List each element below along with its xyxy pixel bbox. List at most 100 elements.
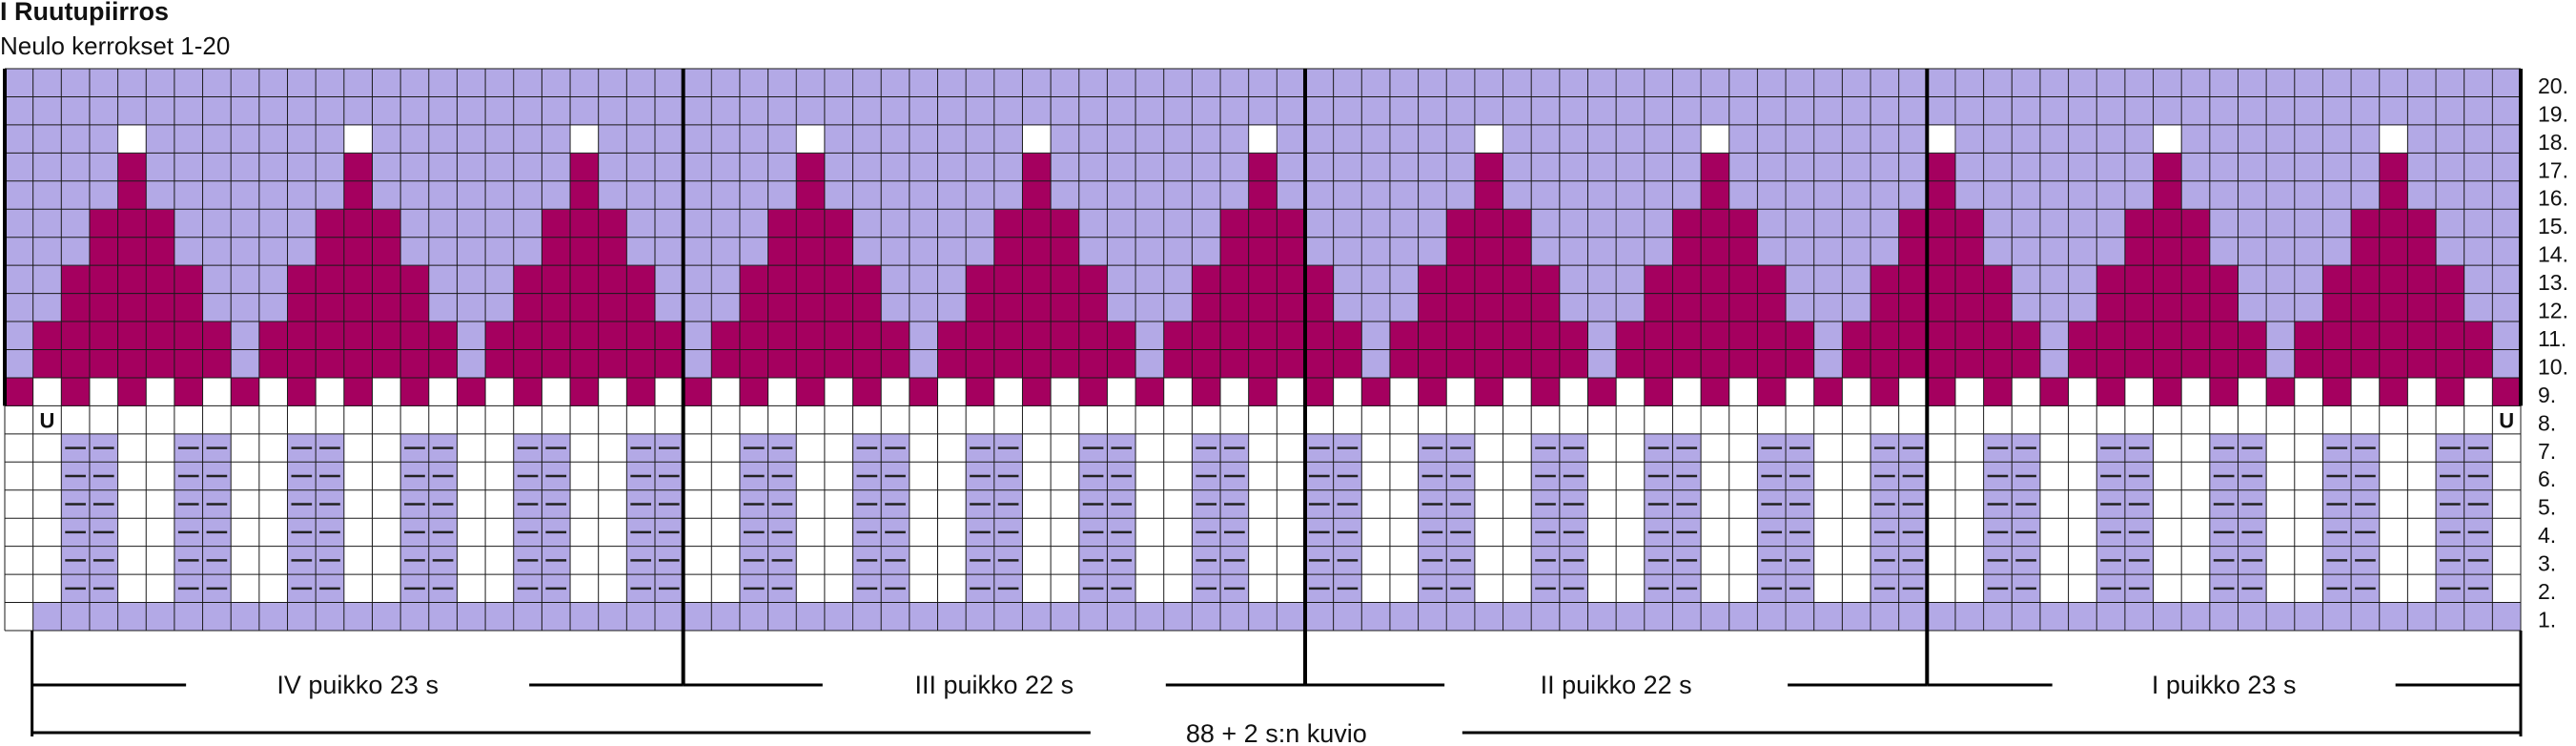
chart-cell bbox=[316, 124, 345, 154]
chart-cell bbox=[1842, 237, 1871, 266]
row-label: 11. bbox=[2538, 326, 2566, 351]
chart-cell bbox=[1192, 209, 1221, 238]
chart-cell bbox=[683, 405, 712, 435]
chart-cell bbox=[2153, 180, 2182, 210]
chart-cell bbox=[993, 293, 1023, 322]
chart-cell bbox=[1728, 321, 1758, 350]
chart-cell bbox=[1446, 293, 1476, 322]
chart-cell bbox=[993, 96, 1023, 126]
chart-cell bbox=[1954, 602, 1985, 632]
chart-cell bbox=[1644, 153, 1673, 182]
chart-cell bbox=[513, 265, 542, 295]
chart-cell bbox=[2153, 69, 2182, 97]
chart-cell bbox=[1559, 69, 1588, 97]
chart-cell bbox=[1503, 321, 1532, 350]
chart-cell bbox=[1220, 602, 1250, 632]
chart-cell bbox=[1644, 349, 1673, 379]
chart-cell bbox=[287, 349, 317, 379]
chart-cell bbox=[2039, 293, 2070, 322]
chart-cell bbox=[1333, 180, 1362, 210]
chart-cell bbox=[1304, 96, 1335, 126]
chart-cell bbox=[937, 518, 967, 548]
chart-cell bbox=[1078, 96, 1108, 126]
chart-cell bbox=[1672, 265, 1702, 295]
chart-cell bbox=[2294, 209, 2323, 238]
chart-cell bbox=[428, 265, 458, 295]
chart-cell bbox=[1446, 602, 1476, 632]
chart-cell bbox=[993, 321, 1023, 350]
chart-cell bbox=[485, 546, 515, 575]
chart-cell bbox=[343, 489, 373, 519]
chart-cell bbox=[542, 377, 571, 406]
chart-cell bbox=[2379, 209, 2408, 238]
chart-cell bbox=[796, 180, 826, 210]
chart-cell bbox=[428, 405, 458, 435]
chart-cell bbox=[1220, 237, 1250, 266]
chart-cell bbox=[654, 209, 685, 238]
chart-cell bbox=[654, 377, 685, 406]
chart-cell bbox=[626, 321, 656, 350]
chart-cell bbox=[909, 489, 939, 519]
chart-cell bbox=[2181, 433, 2211, 463]
chart-cell bbox=[2294, 546, 2323, 575]
chart-cell bbox=[5, 124, 34, 154]
chart-cell bbox=[1842, 321, 1871, 350]
chart-cell bbox=[231, 489, 260, 519]
chart-cell bbox=[711, 237, 741, 266]
chart-cell bbox=[231, 518, 260, 548]
chart-cell bbox=[796, 574, 826, 604]
chart-cell bbox=[1672, 377, 1702, 406]
chart-cell bbox=[739, 124, 769, 154]
chart-cell bbox=[2012, 349, 2041, 379]
chart-cell bbox=[231, 96, 260, 126]
chart-cell bbox=[767, 602, 797, 632]
chart-cell bbox=[117, 377, 147, 406]
chart-cell bbox=[428, 180, 458, 210]
chart-cell bbox=[2012, 602, 2041, 632]
chart-cell bbox=[2464, 153, 2493, 182]
chart-cell bbox=[824, 153, 854, 182]
chart-cell bbox=[1220, 124, 1250, 154]
chart-cell bbox=[1983, 153, 2013, 182]
chart-cell bbox=[881, 377, 910, 406]
chart-cell bbox=[1248, 321, 1278, 350]
chart-cell bbox=[1107, 69, 1136, 97]
chart-cell bbox=[202, 377, 232, 406]
chart-cell bbox=[1954, 377, 1985, 406]
chart-cell bbox=[570, 546, 600, 575]
chart-cell bbox=[1644, 237, 1673, 266]
chart-cell bbox=[1135, 180, 1165, 210]
chart-cell bbox=[2209, 602, 2239, 632]
chart-cell bbox=[626, 349, 656, 379]
chart-cell bbox=[2464, 321, 2493, 350]
chart-cell bbox=[1728, 433, 1758, 463]
chart-cell bbox=[2153, 433, 2182, 463]
chart-cell bbox=[711, 96, 741, 126]
chart-cell bbox=[1757, 293, 1787, 322]
chart-cell bbox=[1107, 321, 1136, 350]
chart-cell bbox=[1842, 462, 1871, 491]
chart-cell bbox=[683, 124, 712, 154]
chart-cell bbox=[1813, 574, 1843, 604]
chart-cell bbox=[796, 293, 826, 322]
chart-cell bbox=[1728, 405, 1758, 435]
chart-cell bbox=[909, 462, 939, 491]
chart-cell bbox=[598, 321, 627, 350]
chart-cell bbox=[1022, 321, 1052, 350]
chart-cell bbox=[400, 96, 430, 126]
chart-cell bbox=[89, 180, 119, 210]
chart-cell bbox=[1135, 405, 1165, 435]
chart-cell bbox=[2379, 153, 2408, 182]
chart-cell bbox=[2351, 265, 2381, 295]
chart-cell bbox=[146, 462, 175, 491]
chart-cell bbox=[2464, 209, 2493, 238]
chart-cell bbox=[1107, 180, 1136, 210]
chart-cell bbox=[117, 69, 147, 97]
chart-cell bbox=[1701, 69, 1730, 97]
chart-cell bbox=[711, 546, 741, 575]
chart-cell bbox=[1786, 602, 1815, 632]
chart-cell bbox=[2039, 180, 2070, 210]
chart-cell bbox=[1927, 209, 1956, 238]
chart-cell bbox=[2181, 265, 2211, 295]
chart-cell bbox=[2124, 602, 2155, 632]
